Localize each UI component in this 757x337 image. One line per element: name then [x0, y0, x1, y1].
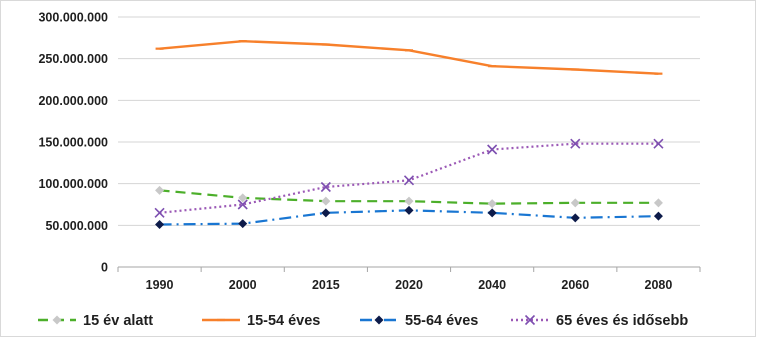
data-point — [487, 199, 497, 209]
data-point — [570, 213, 580, 223]
x-tick-label: 2000 — [229, 278, 257, 292]
data-point — [238, 219, 248, 229]
y-tick-label: 0 — [101, 261, 108, 275]
x-tick-label: 2015 — [312, 278, 340, 292]
y-tick-label: 150.000.000 — [38, 136, 108, 150]
data-point — [320, 181, 331, 193]
series-4 — [154, 138, 664, 218]
series-2 — [155, 39, 663, 75]
data-point — [570, 198, 580, 208]
series-1 — [155, 185, 663, 209]
x-tick-label: 1990 — [146, 278, 174, 292]
series-3 — [155, 205, 663, 229]
data-point — [404, 196, 414, 206]
data-point — [374, 315, 384, 325]
legend: 15 év alatt 15-54 éves 55-64 éves 65 éves é… — [38, 313, 688, 329]
data-point — [238, 193, 248, 203]
legend-item: 15-54 éves — [202, 313, 320, 329]
series-line — [159, 39, 659, 75]
data-point — [524, 314, 536, 326]
data-point — [237, 199, 248, 210]
gridlines — [118, 16, 700, 226]
y-tick-label: 200.000.000 — [38, 94, 108, 108]
data-point — [52, 315, 62, 325]
data-point — [487, 144, 498, 155]
legend-label: 15 év alatt — [83, 313, 153, 329]
x-tick-label: 2060 — [561, 278, 589, 292]
data-point — [653, 198, 663, 208]
legend-label: 55-64 éves — [405, 313, 478, 329]
data-point — [155, 185, 165, 195]
data-point — [155, 220, 165, 229]
data-point — [403, 175, 415, 186]
legend-item: 15 év alatt — [38, 313, 153, 329]
x-tick-label: 2040 — [478, 278, 506, 292]
data-point — [404, 205, 414, 215]
x-tick-label: 2080 — [645, 278, 673, 292]
y-tick-label: 100.000.000 — [38, 177, 108, 191]
data-point — [487, 208, 497, 218]
axes: 0 50.000.000 100.000.000 150.000.000 200.000… — [38, 11, 701, 292]
data-point — [154, 207, 165, 218]
legend-item: 65 éves és idősebb — [511, 313, 688, 329]
data-point — [653, 138, 664, 149]
x-tick-label: 2020 — [395, 278, 423, 292]
data-point — [321, 208, 331, 218]
data-point — [653, 211, 663, 221]
legend-label: 15-54 éves — [247, 313, 320, 329]
legend-label: 65 éves és idősebb — [556, 313, 688, 329]
data-point — [570, 138, 581, 149]
y-tick-label: 50.000.000 — [45, 219, 108, 233]
y-tick-label: 300.000.000 — [38, 11, 108, 25]
legend-item: 55-64 éves — [360, 313, 478, 329]
y-tick-label: 250.000.000 — [38, 52, 108, 66]
data-point — [321, 196, 331, 206]
series-lines — [154, 39, 664, 229]
